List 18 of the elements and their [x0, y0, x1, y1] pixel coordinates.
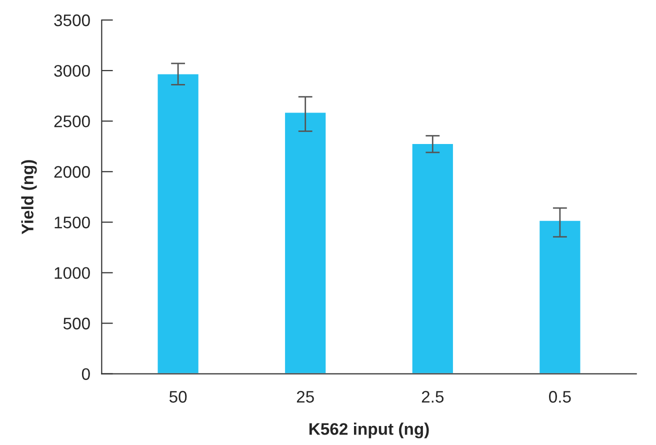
x-axis-title: K562 input (ng) — [309, 422, 429, 438]
y-tick-label: 500 — [63, 318, 90, 330]
y-tick-label: 1500 — [54, 216, 90, 228]
x-tick-label: 2.5 — [422, 390, 444, 403]
bar — [538, 219, 582, 374]
y-axis-title: Yield (ng) — [21, 160, 37, 234]
y-tick-label: 2500 — [54, 116, 90, 128]
y-tick-label: 3500 — [54, 14, 90, 26]
y-tick-label: 3000 — [54, 64, 90, 77]
y-tick-label: 1000 — [54, 267, 90, 279]
bar — [284, 111, 328, 374]
x-tick-label: 0.5 — [549, 390, 571, 403]
x-tick-label: 25 — [296, 390, 314, 403]
bar — [156, 72, 200, 374]
y-tick-label: 0 — [82, 368, 90, 380]
x-tick-label: 50 — [169, 390, 187, 403]
y-tick-label: 2000 — [54, 166, 90, 178]
bar — [410, 142, 454, 374]
